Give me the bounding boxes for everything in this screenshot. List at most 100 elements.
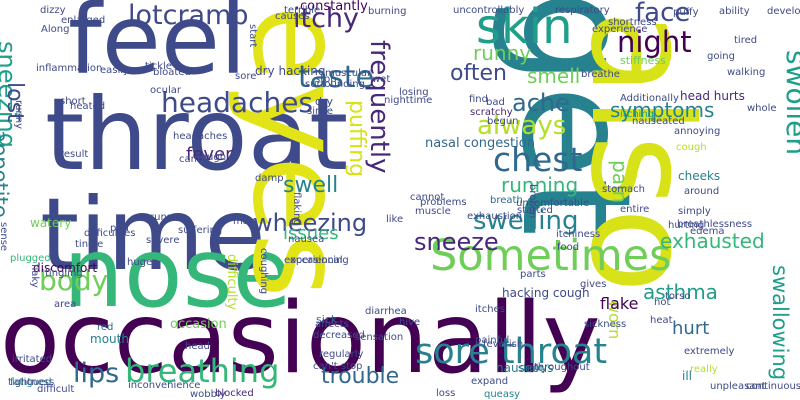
cloud-word: face — [635, 0, 691, 28]
cloud-word: suffering — [178, 225, 223, 236]
cloud-word: feel — [68, 0, 247, 96]
cloud-word: diarrhea — [365, 306, 407, 317]
cloud-word: start — [247, 24, 258, 48]
cloud-word: burning — [368, 6, 407, 17]
cloud-word: occasional — [290, 255, 343, 266]
cloud-word: tingle — [75, 239, 104, 250]
cloud-word: damp — [255, 173, 284, 184]
cloud-word: nose — [63, 217, 292, 329]
cloud-word: hacking cough — [502, 286, 590, 300]
cloud-word: expand — [471, 376, 509, 387]
cloud-word: affects — [315, 319, 349, 330]
cloud-word: always — [477, 111, 567, 141]
cloud-word: dry hacking — [255, 64, 326, 78]
cloud-word: nauseous — [496, 361, 554, 375]
cloud-word: bad — [486, 97, 505, 108]
cloud-word: tickle — [145, 61, 172, 72]
cloud-word: nausea — [288, 234, 325, 245]
cloud-word: tired — [734, 35, 758, 46]
cloud-word: nasal congestion — [425, 136, 535, 151]
cloud-word: itches — [475, 304, 505, 315]
cloud-word: terrible — [284, 5, 321, 16]
cloud-word: Sometimes — [430, 231, 672, 281]
cloud-word: asthma — [643, 280, 718, 304]
cloud-word: runs — [150, 212, 172, 223]
cloud-word: feverish — [483, 339, 524, 350]
cloud-word: exhaustion — [467, 211, 523, 222]
cloud-word: frequently — [364, 40, 394, 174]
cloud-word: head hurts — [680, 89, 745, 103]
cloud-word: trouble — [321, 364, 400, 389]
cloud-word: occasionally — [0, 282, 601, 396]
cloud-word: entire — [620, 204, 650, 215]
cloud-word: going — [707, 51, 735, 62]
cloud-word: extremely — [684, 346, 735, 357]
cloud-word: night — [617, 25, 692, 59]
cloud-word: hurt — [672, 318, 710, 339]
cloud-word: lips — [73, 358, 120, 389]
cloud-word: heated — [70, 101, 106, 112]
cloud-word: huge — [127, 257, 153, 268]
cloud-word: inconvenience — [128, 380, 201, 391]
cloud-word: may — [233, 216, 255, 227]
cloud-word: shaky — [518, 363, 548, 374]
cloud-word: difficulty — [224, 254, 239, 311]
cloud-word: begun — [487, 116, 519, 127]
cloud-word: fever — [186, 144, 233, 165]
cloud-word: flake — [600, 294, 639, 313]
cloud-word: difficulties — [84, 228, 136, 239]
cloud-word: puffing — [344, 100, 369, 178]
cloud-word: sneeze — [414, 228, 499, 256]
cloud-word: runny — [13, 100, 24, 130]
cloud-word: nauseated — [632, 116, 685, 127]
cloud-word: dizzy — [40, 5, 66, 16]
cloud-word: simply — [678, 206, 711, 217]
cloud-word: breathing — [125, 352, 280, 390]
cloud-word: annoying — [674, 126, 721, 137]
cloud-word: fatigued — [10, 377, 52, 388]
cloud-word: swollen — [780, 50, 800, 156]
cloud-word: time — [40, 176, 266, 293]
cloud-word: symptoms — [610, 98, 715, 122]
cloud-word: respiratory — [555, 5, 610, 16]
cloud-word: ill — [682, 369, 693, 383]
cloud-word: bloated — [153, 67, 191, 78]
cloud-word: like — [386, 214, 404, 225]
cloud-word: throughout — [534, 362, 590, 373]
cloud-word: find — [469, 94, 488, 105]
cloud-word: irritated — [12, 354, 53, 365]
cloud-word: taste — [298, 60, 374, 95]
cloud-word: unpleasant — [710, 381, 766, 392]
cloud-word: sickness — [584, 319, 627, 330]
cloud-word: inflammation — [36, 63, 103, 74]
cloud-word: around — [684, 186, 720, 197]
cloud-word: watery — [30, 216, 72, 230]
cloud-word: developed — [767, 6, 800, 17]
cloud-word: edema — [690, 226, 725, 237]
cloud-word: stop — [315, 74, 337, 85]
cloud-word: problems — [420, 197, 467, 208]
cloud-word: dry — [315, 95, 334, 108]
cloud-word: continuously — [746, 381, 800, 392]
cloud-word: discomfort — [33, 261, 98, 275]
cloud-word: swelling — [473, 206, 579, 236]
cloud-word: issues — [283, 223, 339, 244]
cloud-word: mouth — [90, 332, 129, 346]
cloud-word: flaking — [291, 192, 302, 226]
cloud-word: eyes — [225, 5, 370, 298]
cloud-word: pain — [608, 160, 632, 204]
cloud-word: muscle — [415, 206, 451, 217]
cloud-word: often — [450, 61, 507, 86]
cloud-word: hurting — [668, 220, 705, 231]
cloud-word: swallowing — [768, 265, 792, 381]
cloud-word: tough — [197, 152, 227, 163]
cloud-word: skin — [476, 0, 573, 55]
cloud-word: wheezing — [253, 209, 368, 237]
cloud-word: Along — [41, 24, 70, 35]
cloud-word: breath — [490, 195, 523, 206]
cloud-word: queasy — [484, 389, 521, 400]
cloud-word: puff — [110, 223, 130, 234]
cloud-word: cannot — [410, 192, 445, 203]
cloud-word: started — [517, 205, 553, 216]
